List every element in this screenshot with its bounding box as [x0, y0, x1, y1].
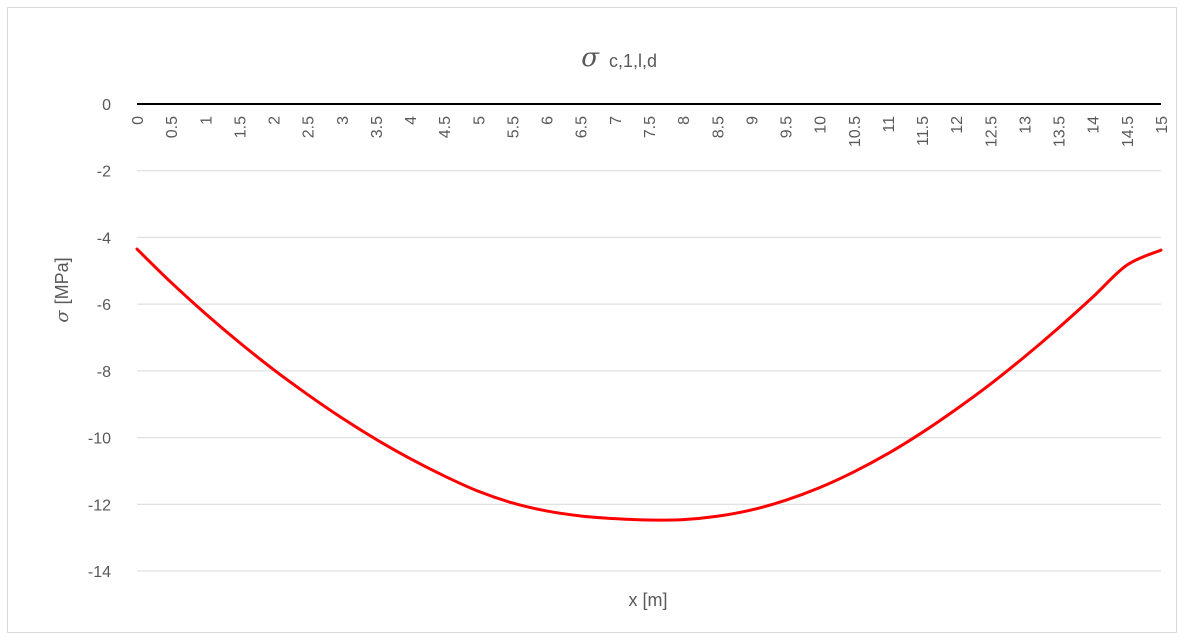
x-tick-label: 3.5: [369, 116, 386, 138]
x-axis-label: x [m]: [629, 590, 668, 610]
x-tick-label: 0: [130, 116, 147, 125]
y-tick-label: -8: [97, 364, 111, 381]
x-tick-label: 12.5: [983, 116, 1000, 147]
x-tick-label: 5: [471, 116, 488, 125]
y-tick-label: -6: [97, 297, 111, 314]
y-tick-label: -12: [88, 497, 111, 514]
y-tick-label: -2: [97, 164, 111, 181]
x-tick-label: 8.5: [710, 116, 727, 138]
y-tick-label: -10: [88, 431, 111, 448]
y-tick-label: -4: [97, 230, 111, 247]
y-axis-label-unit: [MPa]: [52, 257, 72, 304]
x-tick-label: 5.5: [505, 116, 522, 138]
x-tick-label: 14: [1086, 116, 1103, 134]
x-tick-label: 1: [198, 116, 215, 125]
x-tick-label: 2.5: [301, 116, 318, 138]
y-tick-label: 0: [102, 97, 111, 114]
x-tick-label: 4: [403, 116, 420, 125]
chart-title-subscript: c,1,l,d: [609, 51, 657, 71]
x-tick-label: 13.5: [1052, 116, 1069, 147]
series-layer: [135, 247, 1163, 522]
x-tick-label: 9: [744, 116, 761, 125]
x-tick-label: 7: [608, 116, 625, 125]
x-tick-label: 11: [881, 116, 898, 133]
y-axis-label-symbol: σ: [52, 310, 73, 323]
chart-frame: [7, 7, 1177, 633]
y-axis-label: σ [MPa]: [52, 257, 73, 322]
series-line: [135, 247, 1163, 522]
gridlines: [137, 103, 1161, 572]
x-tick-label: 6.5: [574, 116, 591, 138]
y-tick-label: -14: [88, 564, 111, 581]
chart-title-symbol: σ: [581, 43, 600, 73]
x-tick-label: 3: [335, 116, 352, 125]
x-tick-label: 10: [813, 116, 830, 134]
x-tick-label: 0.5: [164, 116, 181, 138]
x-tick-label: 14.5: [1120, 116, 1137, 147]
x-tick-label: 4.5: [437, 116, 454, 138]
x-tick-labels: 0 0.5 1 1.5 2 2.5 3 3.5 4 4.5 5 5.5 6 6.5 7 7.5 8 8.5 9 9.5…: [130, 116, 1171, 147]
x-tick-label: 10.5: [847, 116, 864, 147]
y-tick-labels: 0 -2 -4 -6 -8 -10 -12 -14: [88, 97, 111, 581]
x-tick-label: 6: [540, 116, 557, 125]
x-tick-label: 2: [267, 116, 284, 125]
x-tick-label: 13: [1017, 116, 1034, 134]
x-tick-label: 12: [949, 116, 966, 134]
x-tick-label: 8: [676, 116, 693, 125]
x-tick-label: 15: [1154, 116, 1171, 134]
x-tick-label: 11.5: [915, 116, 932, 146]
x-tick-label: 1.5: [232, 116, 249, 138]
x-tick-label: 9.5: [779, 116, 796, 138]
x-tick-label: 7.5: [642, 116, 659, 138]
